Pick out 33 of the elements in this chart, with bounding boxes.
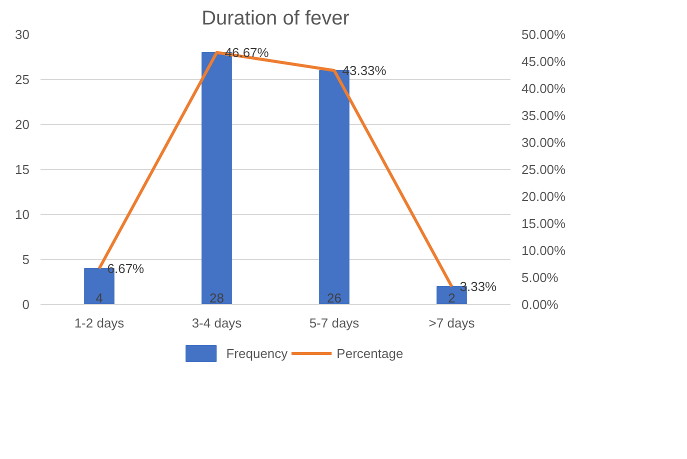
y2-tick-label: 20.00%: [522, 189, 566, 204]
y2-tick-label: 35.00%: [522, 108, 566, 123]
y-tick-label: 25: [15, 72, 30, 87]
data-label: 6.67%: [107, 260, 145, 276]
data-label: 3.33%: [460, 279, 498, 294]
data-label: 26: [327, 290, 342, 306]
y-tick-label: 30: [15, 27, 30, 42]
y-tick-label: 20: [15, 117, 30, 132]
y2-tick-label: 15.00%: [522, 216, 566, 231]
x-tick-label: 5-7 days: [309, 316, 360, 330]
y2-tick-label: 0.00%: [522, 297, 559, 312]
x-tick-label: 1-2 days: [74, 316, 125, 330]
chart-title: Duration of fever: [202, 8, 350, 30]
data-label: 28: [210, 290, 224, 306]
y2-tick-label: 45.00%: [522, 54, 566, 69]
y2-tick-label: 25.00%: [522, 162, 566, 177]
y-tick-label: 10: [15, 207, 30, 222]
y-tick-label: 15: [15, 162, 30, 177]
legend-label: Frequency: [226, 346, 288, 361]
y2-tick-label: 5.00%: [522, 270, 559, 285]
y2-tick-label: 30.00%: [522, 135, 566, 150]
y-tick-label: 0: [22, 297, 30, 312]
y-tick-label: 5: [22, 252, 30, 267]
x-tick-label: 3-4 days: [192, 316, 242, 330]
legend-label: Percentage: [336, 346, 404, 361]
x-tick-label: >7 days: [428, 316, 476, 330]
data-label: 2: [448, 290, 456, 306]
data-label: 46.67%: [224, 44, 270, 60]
data-label: 4: [96, 290, 103, 306]
y2-tick-label: 10.00%: [522, 243, 566, 258]
y2-tick-label: 40.00%: [522, 81, 566, 96]
data-label: 43.33%: [342, 63, 387, 78]
y2-tick-label: 50.00%: [522, 27, 566, 42]
